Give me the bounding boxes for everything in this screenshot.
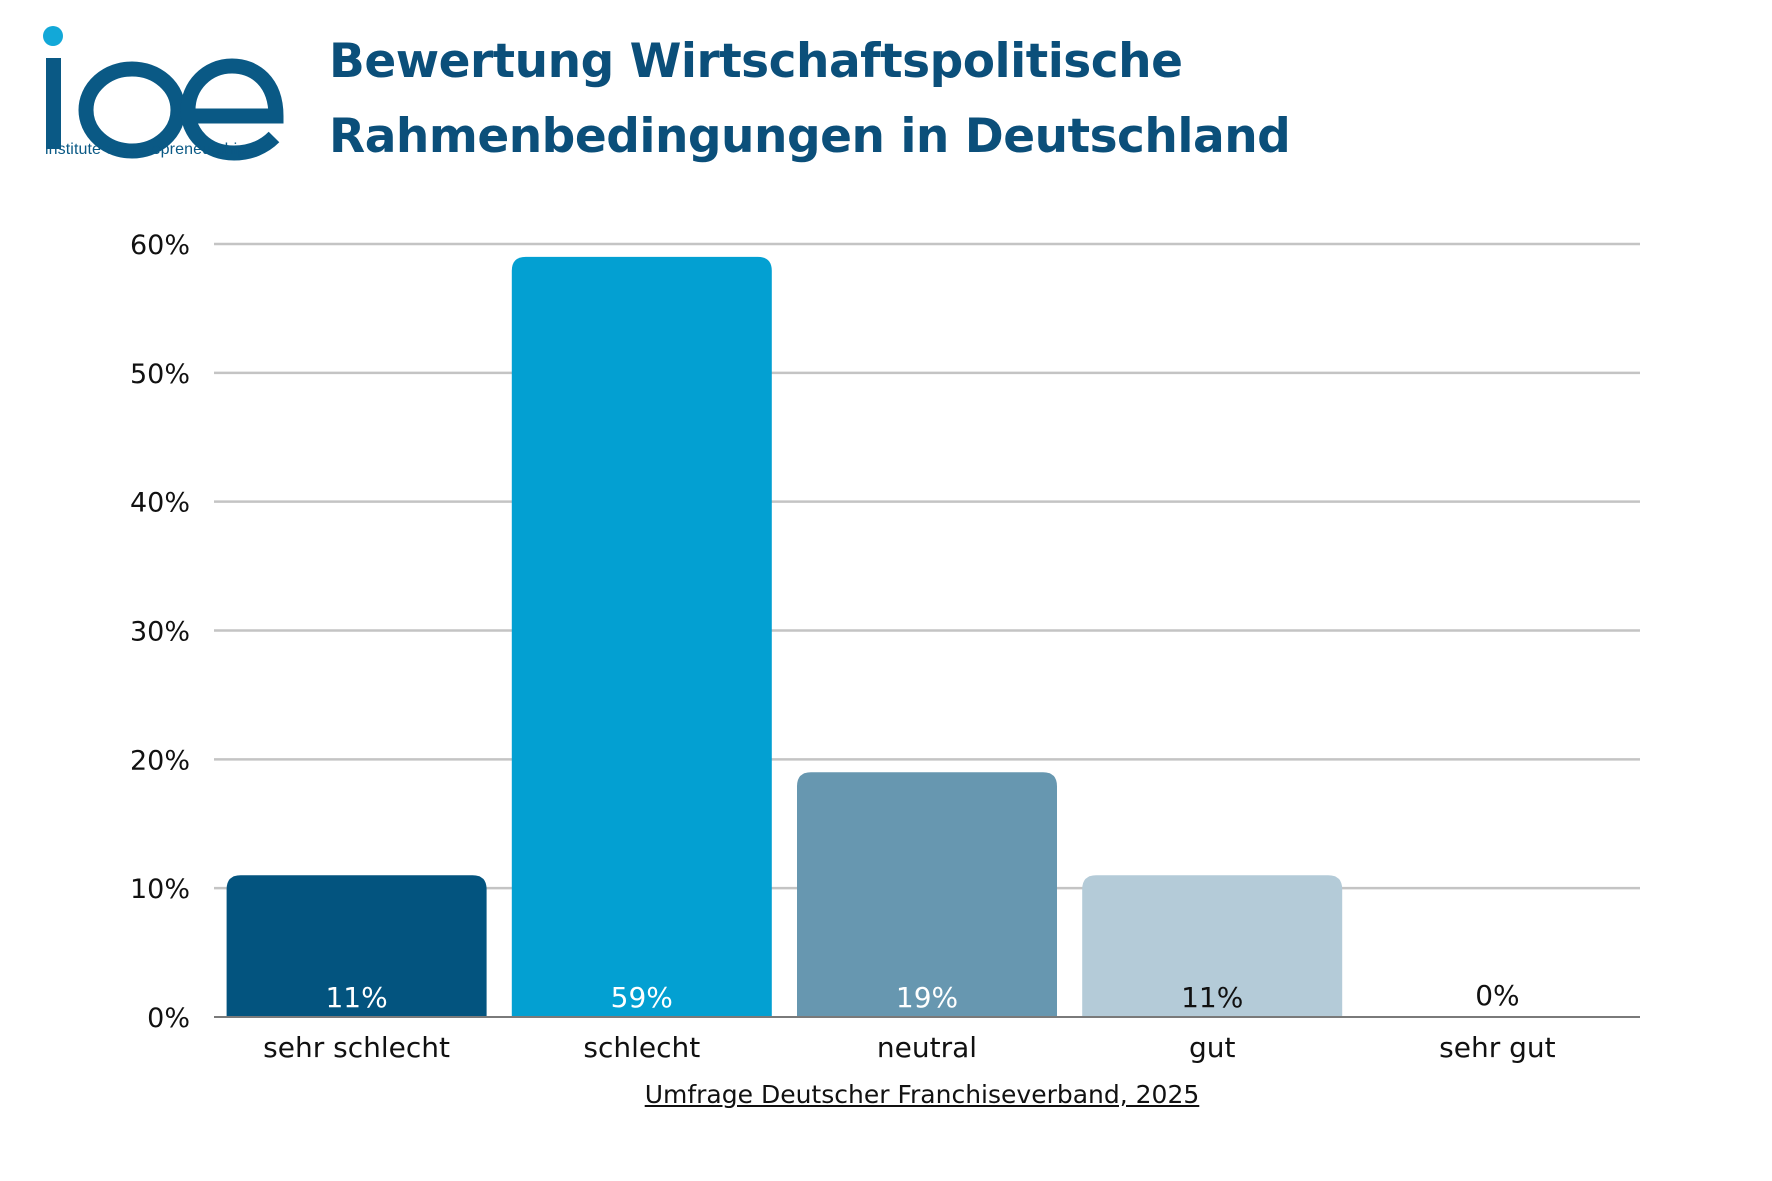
logo-letter-i [46, 58, 61, 149]
logo-letter-e [180, 58, 284, 161]
bars [226, 256, 1343, 1018]
bar-schlecht [511, 256, 772, 1018]
ioe-logo [43, 26, 284, 161]
y-tick-label: 0% [147, 1003, 190, 1034]
chart-title-line-1: Bewertung Wirtschaftspolitische [329, 34, 1183, 89]
x-tick-label: schlecht [583, 1031, 700, 1064]
source-note: Umfrage Deutscher Franchiseverband, 2025 [644, 1080, 1200, 1109]
bar-gut [1082, 875, 1343, 1017]
labels: 0% 10% 20% 30% 40% 50% 60% 11% sehr schlecht 59% s… [130, 230, 1556, 1064]
data-label: 19% [896, 981, 958, 1014]
data-label: 59% [611, 981, 673, 1014]
y-tick-label: 20% [130, 745, 190, 776]
data-label: 0% [1475, 979, 1519, 1012]
y-tick-label: 30% [130, 617, 190, 648]
y-tick-label: 60% [130, 230, 190, 261]
y-tick-label: 50% [130, 359, 190, 390]
data-label: 11% [325, 981, 387, 1014]
y-tick-label: 40% [130, 488, 190, 519]
x-tick-label: neutral [877, 1031, 977, 1064]
y-tick-label: 10% [130, 874, 190, 905]
bar-neutral [797, 772, 1057, 1017]
x-tick-label: sehr schlecht [263, 1031, 450, 1064]
data-label: 11% [1181, 981, 1243, 1014]
logo-dot [43, 26, 63, 46]
chart-title-line-2: Rahmenbedingungen in Deutschland [329, 109, 1291, 164]
chart-title: Bewertung Wirtschaftspolitische Rahmenbe… [329, 24, 1291, 174]
logo-letter-o [78, 61, 186, 159]
x-tick-label: sehr gut [1439, 1031, 1555, 1064]
bar-sehr-schlecht [226, 875, 487, 1017]
x-tick-label: gut [1189, 1031, 1236, 1064]
source-wrap: Umfrage Deutscher Franchiseverband, 2025 [0, 1080, 1772, 1109]
logo-tagline: institute of entrepreneurship [45, 141, 247, 158]
